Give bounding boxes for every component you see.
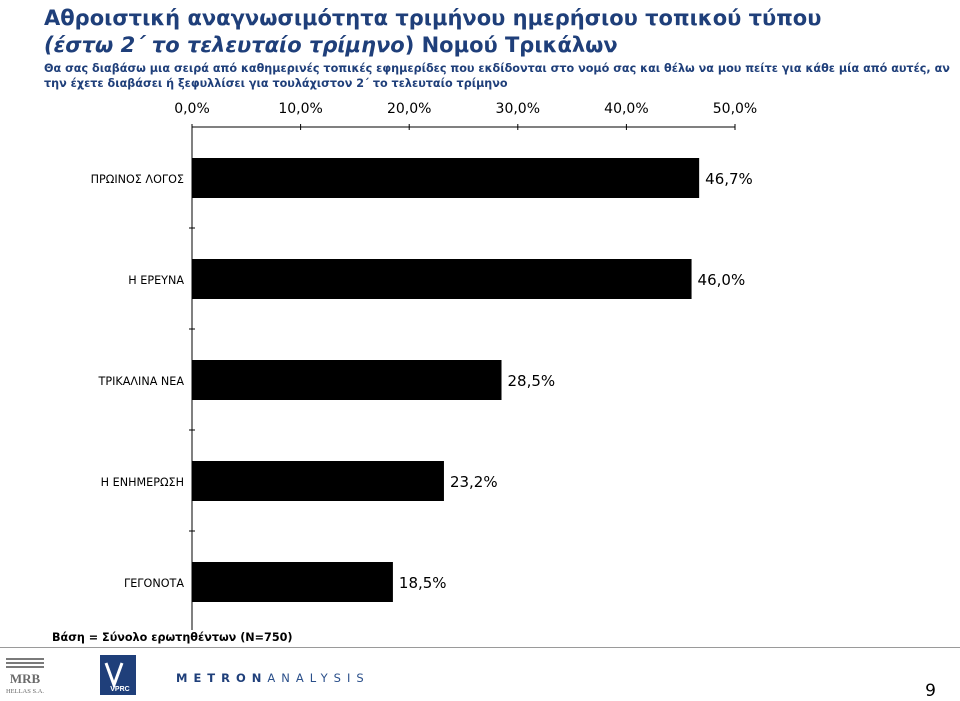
mrb-logo-name: MRB xyxy=(10,671,41,686)
page-title: Αθροιστική αναγνωσιμότητα τριμήνου ημερή… xyxy=(44,5,954,59)
category-label: ΤΡΙΚΑΛΙΝΑ ΝΕΑ xyxy=(98,375,185,388)
metron-logo-bold: METRON xyxy=(176,671,268,685)
vprc-logo: VPRC xyxy=(100,655,136,695)
x-tick-label: 20,0% xyxy=(387,101,431,117)
metron-logo-light: ANALYSIS xyxy=(267,671,370,685)
title-line-2: (έστω 2΄ το τελευταίο τρίμηνο) Νομού Τρι… xyxy=(44,32,954,59)
vprc-logo-text: VPRC xyxy=(110,686,129,693)
bar xyxy=(192,360,502,400)
bar xyxy=(192,259,692,299)
category-label: ΠΡΩΙΝΟΣ ΛΟΓΟΣ xyxy=(91,173,184,186)
footer-divider xyxy=(0,647,960,648)
title-line-2-italic: (έστω 2΄ το τελευταίο τρίμηνο xyxy=(44,33,405,57)
x-tick-label: 40,0% xyxy=(604,101,648,117)
category-label: Η ΕΝΗΜΕΡΩΣΗ xyxy=(101,476,184,489)
x-tick-label: 30,0% xyxy=(496,101,540,117)
x-tick-label: 10,0% xyxy=(278,101,322,117)
mrb-logo: MRB HELLAS S.A. xyxy=(4,656,46,696)
x-tick-label: 0,0% xyxy=(174,101,210,117)
page-number: 9 xyxy=(925,681,936,701)
data-label: 28,5% xyxy=(508,372,556,390)
mrb-logo-sub: HELLAS S.A. xyxy=(6,688,44,695)
bar xyxy=(192,562,393,602)
data-label: 18,5% xyxy=(399,574,447,592)
x-tick-label: 50,0% xyxy=(713,101,757,117)
category-label: Η ΕΡΕΥΝΑ xyxy=(128,274,184,287)
category-label: ΓΕΓΟΝΟΤΑ xyxy=(124,577,184,590)
metron-analysis-logo: METRONANALYSIS xyxy=(176,671,370,685)
base-note: Βάση = Σύνολο ερωτηθέντων (Ν=750) xyxy=(52,631,293,644)
question-text: Θα σας διαβάσω μια σειρά από καθημερινές… xyxy=(44,62,950,90)
data-label: 46,7% xyxy=(705,170,753,188)
title-line-1: Αθροιστική αναγνωσιμότητα τριμήνου ημερή… xyxy=(44,6,822,30)
data-label: 23,2% xyxy=(450,473,498,491)
title-line-2-rest: ) Νομού Τρικάλων xyxy=(404,33,618,57)
readership-bar-chart: 0,0% 10,0% 20,0% 30,0% 40,0% 50,0% ΠΡΩΙΝΟΣ ΛΟΓ… xyxy=(91,101,757,630)
bar xyxy=(192,158,700,198)
bar xyxy=(192,461,444,501)
data-label: 46,0% xyxy=(698,271,746,289)
